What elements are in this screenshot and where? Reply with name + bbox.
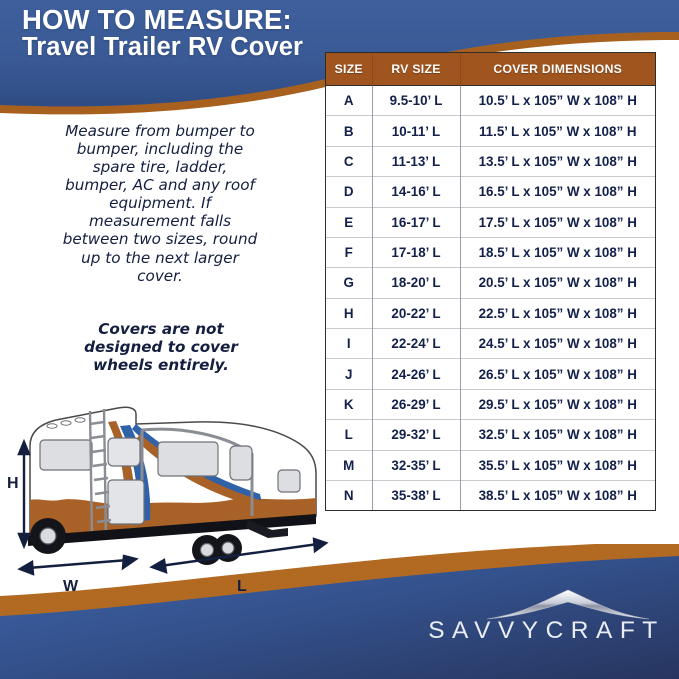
cell-cover: 10.5’ L x 105” W x 108” H xyxy=(460,84,655,116)
cell-cover: 26.5’ L x 105” W x 108” H xyxy=(460,358,655,390)
table-row: B 10-11’ L 11.5’ L x 105” W x 108” H xyxy=(326,115,655,147)
width-dimension-label: W xyxy=(63,578,79,595)
rv-orange-swoosh-2 xyxy=(136,434,268,510)
cell-rv-size: 18-20’ L xyxy=(372,267,461,299)
header-cover-dimensions: COVER DIMENSIONS xyxy=(460,53,655,86)
cell-size: I xyxy=(326,327,373,359)
dimension-arrows xyxy=(17,438,329,576)
arrow-height-down xyxy=(17,532,31,550)
cell-cover: 16.5’ L x 105” W x 108” H xyxy=(460,176,655,207)
cell-cover: 38.5’ L x 105” W x 108” H xyxy=(460,479,655,511)
cell-cover: 13.5’ L x 105” W x 108” H xyxy=(460,145,655,177)
measure-instructions: Measure from bumper to bumper, including… xyxy=(62,122,258,285)
cell-rv-size: 24-26’ L xyxy=(372,358,461,390)
table-row: J 24-26’ L 26.5’ L x 105” W x 108” H xyxy=(326,358,655,390)
arrow-length-right xyxy=(312,537,329,554)
size-chart-table: SIZE RV SIZE COVER DIMENSIONS A 9.5-10’ L… xyxy=(325,52,656,512)
cell-size: A xyxy=(326,84,373,116)
table-row: L 29-32’ L 32.5’ L x 105” W x 108” H xyxy=(326,419,655,450)
cell-cover: 22.5’ L x 105” W x 108” H xyxy=(460,297,655,329)
table-row: N 35-38’ L 38.5’ L x 105” W x 108” H xyxy=(326,479,655,511)
rv-ladder xyxy=(88,408,112,539)
cell-rv-size: 26-29’ L xyxy=(372,388,461,420)
rv-window-tail xyxy=(277,469,301,493)
cell-cover: 18.5’ L x 105” W x 108” H xyxy=(460,236,655,268)
header-size: SIZE xyxy=(326,53,373,86)
rv-chassis xyxy=(28,514,316,546)
cell-rv-size: 16-17’ L xyxy=(372,206,461,238)
cell-cover: 24.5’ L x 105” W x 108” H xyxy=(460,327,655,359)
arrow-height-up xyxy=(17,438,31,456)
arrow-length-line xyxy=(159,542,319,568)
title-line-2: Travel Trailer RV Cover xyxy=(22,33,304,62)
table-row: M 32-35’ L 35.5’ L x 105” W x 108” H xyxy=(326,449,655,481)
cell-rv-size: 22-24’ L xyxy=(372,327,461,359)
table-row: K 26-29’ L 29.5’ L x 105” W x 108” H xyxy=(326,388,655,420)
header-rv-size: RV SIZE xyxy=(372,53,461,86)
cell-size: E xyxy=(326,206,373,238)
rv-blue-swoosh-2 xyxy=(132,424,262,504)
footer-curve-graphic xyxy=(0,540,679,679)
cell-size: M xyxy=(326,449,373,481)
savvycraft-logo-mark xyxy=(486,589,650,620)
cell-size: C xyxy=(326,145,373,177)
cell-size: H xyxy=(326,297,373,329)
cell-size: L xyxy=(326,419,373,450)
length-dimension-label: L xyxy=(237,578,247,595)
cell-rv-size: 9.5-10’ L xyxy=(372,84,461,116)
table-row: F 17-18’ L 18.5’ L x 105” W x 108” H xyxy=(326,236,655,268)
cell-size: N xyxy=(326,479,373,511)
rv-trailer-illustration xyxy=(17,406,329,576)
rv-window-rear xyxy=(229,445,253,481)
title-line-1: HOW TO MEASURE: xyxy=(22,4,292,35)
cell-cover: 11.5’ L x 105” W x 108” H xyxy=(460,115,655,147)
footer-blue-shape xyxy=(0,556,679,679)
cell-size: D xyxy=(326,176,373,207)
rv-wheel-front xyxy=(30,518,66,554)
cell-cover: 29.5’ L x 105” W x 108” H xyxy=(460,388,655,420)
cell-size: G xyxy=(326,267,373,299)
cell-size: F xyxy=(326,236,373,268)
cell-size: K xyxy=(326,388,373,420)
wheels-note: Covers are not designed to cover wheels … xyxy=(84,320,238,375)
rv-door xyxy=(107,479,145,525)
arrow-length-left xyxy=(149,558,168,574)
logo-arc-shape xyxy=(486,589,650,620)
cell-cover: 20.5’ L x 105” W x 108” H xyxy=(460,267,655,299)
cell-size: B xyxy=(326,115,373,147)
rv-window-large xyxy=(157,441,219,477)
cell-rv-size: 17-18’ L xyxy=(372,236,461,268)
table-row: C 11-13’ L 13.5’ L x 105” W x 108” H xyxy=(326,145,655,177)
cell-size: J xyxy=(326,358,373,390)
cell-cover: 17.5’ L x 105” W x 108” H xyxy=(460,206,655,238)
table-header-row: SIZE RV SIZE COVER DIMENSIONS xyxy=(326,53,655,86)
table-row: A 9.5-10’ L 10.5’ L x 105” W x 108” H xyxy=(326,84,655,116)
cell-rv-size: 14-16’ L xyxy=(372,176,461,207)
footer-banner xyxy=(0,540,679,679)
savvycraft-logo: SAVVYCRAFT xyxy=(418,617,668,645)
cell-cover: 32.5’ L x 105” W x 108” H xyxy=(460,419,655,450)
cell-rv-size: 10-11’ L xyxy=(372,115,461,147)
cell-rv-size: 11-13’ L xyxy=(372,145,461,177)
table-row: D 14-16’ L 16.5’ L x 105” W x 108” H xyxy=(326,176,655,207)
cell-rv-size: 32-35’ L xyxy=(372,449,461,481)
table-row: G 18-20’ L 20.5’ L x 105” W x 108” H xyxy=(326,267,655,299)
arrow-width-left xyxy=(17,560,35,576)
arrow-width-line xyxy=(27,558,129,570)
rv-window-front xyxy=(39,439,93,471)
table-row: I 22-24’ L 24.5’ L x 105” W x 108” H xyxy=(326,327,655,359)
page-title: HOW TO MEASURE: Travel Trailer RV Cover xyxy=(22,4,352,62)
height-dimension-label: H xyxy=(7,475,19,492)
cell-rv-size: 29-32’ L xyxy=(372,419,461,450)
cell-rv-size: 20-22’ L xyxy=(372,297,461,329)
table-row: E 16-17’ L 17.5’ L x 105” W x 108” H xyxy=(326,206,655,238)
brand-name: SAVVYCRAFT xyxy=(428,617,665,644)
rv-window-mid-upper xyxy=(107,437,141,467)
arrow-width-right xyxy=(121,554,139,571)
cell-rv-size: 35-38’ L xyxy=(372,479,461,511)
rv-hitch xyxy=(246,520,288,538)
table-row: H 20-22’ L 22.5’ L x 105” W x 108” H xyxy=(326,297,655,329)
cell-cover: 35.5’ L x 105” W x 108” H xyxy=(460,449,655,481)
